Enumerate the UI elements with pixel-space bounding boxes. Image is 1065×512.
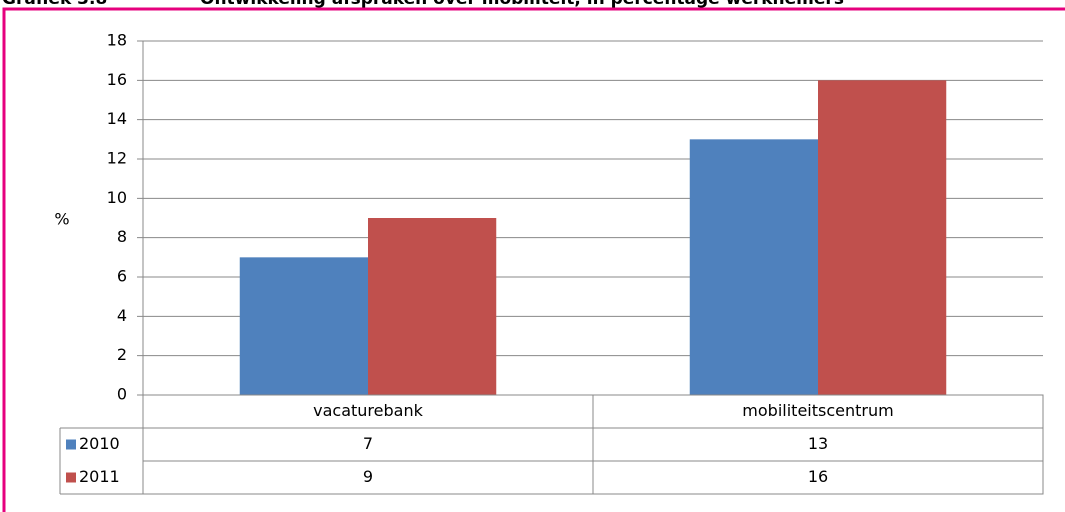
y-tick-label: 8 — [117, 227, 127, 246]
bar — [818, 80, 947, 395]
y-tick-label: 2 — [117, 345, 127, 364]
bar — [368, 218, 497, 395]
x-tick-label: mobiliteitscentrum — [742, 401, 893, 420]
table-value: 13 — [808, 434, 828, 453]
x-tick-label: vacaturebank — [313, 401, 423, 420]
y-tick-label: 4 — [117, 306, 127, 325]
legend-swatch — [66, 439, 76, 450]
table-value: 7 — [363, 434, 373, 453]
y-tick-label: 6 — [117, 267, 127, 286]
legend-swatch — [66, 472, 76, 483]
y-tick-label: 10 — [107, 188, 127, 207]
chart-title: Ontwikkeling afspraken over mobiliteit, … — [200, 0, 844, 9]
frame-border — [2, 7, 1065, 512]
chart-title-number: Grafiek 3.8 — [2, 0, 107, 9]
y-axis-label: % — [54, 210, 69, 229]
y-tick-label: 16 — [107, 70, 127, 89]
y-tick-label: 18 — [107, 31, 127, 50]
table-value: 16 — [808, 467, 828, 486]
legend-label: 2010 — [79, 434, 120, 453]
bar — [239, 257, 368, 395]
bar — [689, 139, 818, 395]
y-tick-label: 0 — [117, 385, 127, 404]
table-value: 9 — [363, 467, 373, 486]
legend-label: 2011 — [79, 467, 120, 486]
y-tick-label: 12 — [107, 149, 127, 168]
y-tick-label: 14 — [107, 109, 127, 128]
